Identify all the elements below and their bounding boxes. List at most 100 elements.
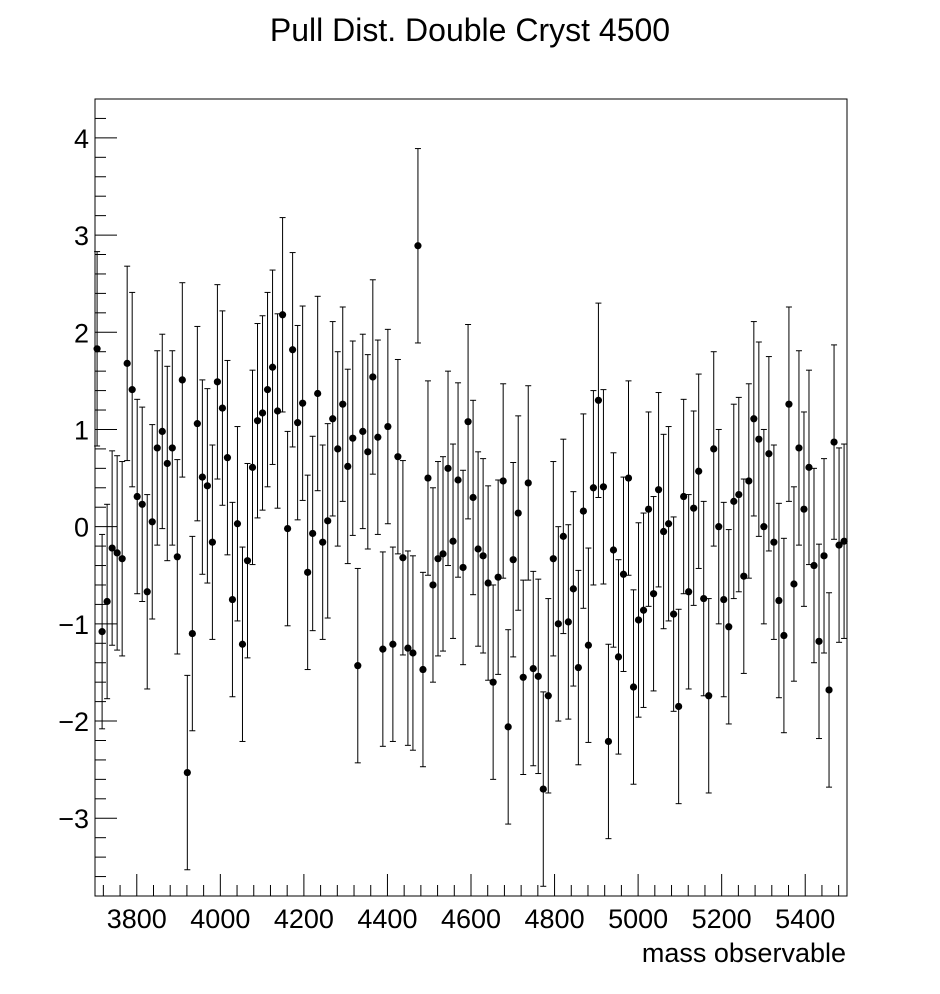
data-point	[449, 443, 457, 639]
data-point	[283, 430, 292, 627]
data-point	[404, 550, 412, 746]
point-marker	[93, 345, 101, 353]
point-marker	[730, 497, 738, 505]
data-point	[529, 570, 537, 767]
data-point	[213, 284, 222, 480]
point-marker	[795, 444, 803, 452]
point-marker	[319, 538, 327, 546]
data-point	[228, 501, 237, 698]
point-marker	[639, 606, 648, 614]
point-marker	[394, 453, 402, 461]
data-point	[825, 592, 833, 788]
point-marker	[449, 537, 457, 545]
data-point	[665, 426, 673, 622]
point-marker	[740, 572, 748, 580]
point-marker	[404, 644, 412, 652]
data-point	[554, 526, 562, 722]
point-marker	[208, 538, 216, 546]
data-point	[720, 501, 728, 698]
point-marker	[344, 462, 352, 470]
point-marker	[108, 544, 116, 552]
data-point	[649, 496, 658, 692]
x-tick-label: 4000	[190, 904, 250, 934]
point-marker	[409, 649, 417, 657]
data-point	[384, 328, 392, 525]
point-marker	[539, 785, 547, 793]
axis-ticks	[95, 98, 840, 896]
point-marker	[705, 692, 713, 700]
point-marker	[815, 637, 823, 645]
data-point	[278, 217, 287, 413]
point-marker	[835, 541, 843, 549]
point-marker	[680, 492, 688, 501]
point-marker	[775, 596, 783, 605]
x-tick-label: 5000	[608, 904, 668, 934]
data-point	[324, 423, 332, 619]
point-marker	[198, 473, 206, 481]
data-point	[289, 252, 297, 448]
point-marker	[203, 482, 211, 490]
data-point	[334, 351, 342, 547]
data-point	[454, 382, 462, 578]
point-marker	[434, 555, 442, 563]
point-marker	[825, 686, 833, 694]
point-marker	[604, 737, 613, 746]
point-marker	[720, 595, 728, 604]
point-marker	[273, 407, 282, 415]
data-point	[539, 691, 547, 887]
point-marker	[634, 616, 643, 624]
data-point	[820, 458, 828, 654]
data-point	[369, 279, 377, 475]
data-point	[469, 399, 477, 596]
data-point	[258, 315, 267, 511]
point-marker	[479, 552, 487, 560]
y-tick-label: −1	[58, 610, 89, 640]
y-tick-label: −2	[58, 707, 89, 737]
data-point	[584, 547, 592, 743]
point-marker	[765, 450, 773, 458]
point-marker	[218, 404, 227, 412]
point-marker	[474, 545, 482, 553]
point-marker	[574, 663, 582, 672]
point-marker	[745, 477, 753, 485]
data-point	[474, 451, 482, 647]
data-point	[349, 340, 357, 536]
point-marker	[554, 620, 562, 628]
data-point	[158, 333, 166, 530]
data-point	[304, 474, 312, 671]
point-marker	[760, 523, 768, 531]
data-point	[755, 341, 763, 537]
data-point	[509, 462, 517, 658]
point-marker	[324, 517, 332, 525]
data-point	[619, 476, 628, 672]
data-point	[800, 411, 808, 607]
point-marker	[534, 672, 542, 680]
point-marker	[725, 623, 733, 631]
data-point	[364, 354, 372, 550]
data-point	[394, 358, 402, 555]
data-point	[389, 546, 397, 742]
data-point	[549, 461, 557, 657]
point-marker	[690, 504, 698, 512]
point-marker	[223, 454, 232, 462]
point-marker	[173, 553, 181, 561]
point-marker	[183, 768, 191, 777]
point-marker	[594, 396, 603, 404]
data-point	[629, 589, 638, 785]
data-point	[123, 265, 131, 462]
data-point	[715, 428, 723, 625]
data-point	[705, 598, 713, 794]
data-point	[654, 392, 663, 588]
data-point	[434, 461, 442, 657]
point-marker	[805, 463, 813, 471]
point-marker	[314, 389, 322, 398]
data-point	[409, 555, 417, 751]
data-point	[188, 535, 196, 732]
data-point	[113, 455, 121, 651]
data-point	[233, 426, 242, 622]
data-point	[268, 269, 277, 465]
data-point	[439, 456, 447, 652]
point-marker	[213, 378, 222, 386]
data-point	[128, 291, 136, 488]
chart-title: Pull Dist. Double Cryst 4500	[269, 12, 671, 48]
